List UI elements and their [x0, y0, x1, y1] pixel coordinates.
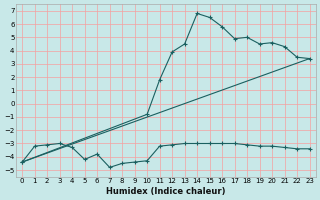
X-axis label: Humidex (Indice chaleur): Humidex (Indice chaleur)	[106, 187, 226, 196]
